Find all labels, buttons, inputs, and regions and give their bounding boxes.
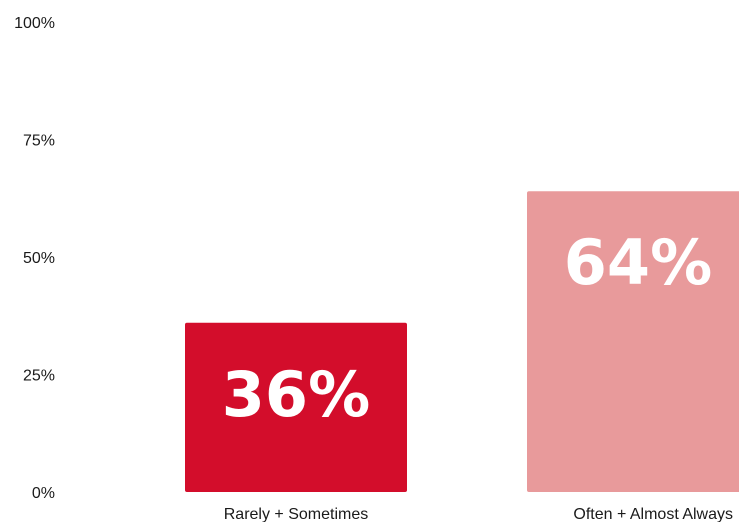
y-tick-label: 50% [23, 250, 55, 267]
bar [527, 191, 739, 492]
bars-group: 36% 64% [185, 191, 739, 492]
y-tick-label: 75% [23, 133, 55, 150]
x-axis: Rarely + Sometimes Often + Almost Always [224, 506, 733, 522]
y-tick-label: 0% [32, 485, 55, 502]
x-category-label: Rarely + Sometimes [224, 506, 369, 522]
bar-data-label: 36% [222, 358, 370, 431]
bar-data-label: 64% [564, 226, 712, 299]
y-axis: 0% 25% 50% 75% 100% [14, 15, 55, 502]
y-tick-label: 25% [23, 368, 55, 385]
bar [185, 322, 407, 492]
y-tick-label: 100% [14, 15, 55, 32]
x-category-label: Often + Almost Always [573, 506, 733, 522]
